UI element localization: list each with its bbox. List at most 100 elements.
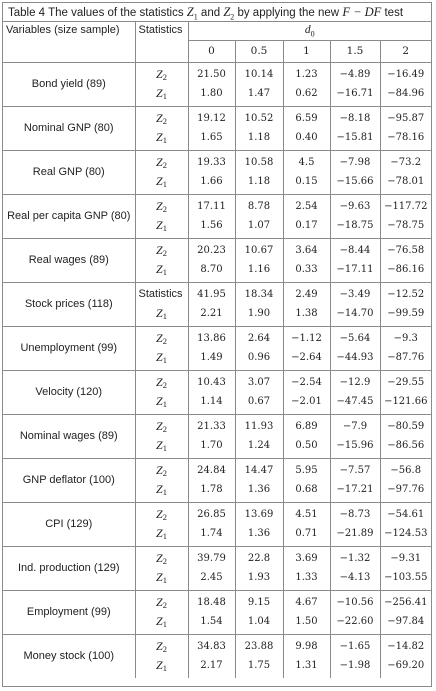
value-cell: 34.83 2.17 [187,633,236,678]
statistic-value: 41.95 [197,289,226,300]
statistic-value: 1.74 [200,528,223,539]
statistic-value: 14.47 [244,465,274,476]
value-cell: 10.67 1.16 [234,237,284,283]
value-cell: −8.18 −15.81 [329,105,381,151]
value-cell: −7.57 −17.21 [329,457,381,503]
caption-middle: by applying the new [234,7,343,19]
caption-test-name: F − DF [342,5,382,19]
variable-name: Unemployment (99) [3,325,136,371]
statistic-value: 13.86 [197,333,226,344]
statistic-value: −15.66 [336,176,374,187]
value-cell: 13.86 1.49 [187,325,236,371]
variable-name: Nominal GNP (80) [3,105,136,151]
statistic-symbol: Z1 [156,438,167,453]
value-cell: 4.5 0.15 [282,149,331,195]
statistic-value: 5.95 [295,465,318,476]
value-cell: 4.67 1.50 [282,589,331,635]
statistic-value: 21.50 [197,69,226,80]
value-cell: 6.59 0.40 [282,105,331,151]
statistic-value: −56.8 [390,465,422,476]
statistic-value: −44.93 [336,352,374,363]
variable-name: Bond yield (89) [3,61,136,107]
statistic-value: −86.56 [387,440,425,451]
statistic-value: 1.56 [200,220,223,231]
statistic-value: 13.69 [244,509,274,520]
statistic-value: −8.44 [339,245,371,256]
statistic-value: −7.57 [339,465,371,476]
statistic-value: 0.67 [247,396,271,407]
statistic-value: −54.61 [387,509,425,520]
value-cell: −12.9 −47.45 [329,369,381,415]
statistic-value: −17.11 [336,264,374,275]
value-cell: 20.23 8.70 [187,237,236,283]
statistic-symbol: Z2 [156,243,167,258]
statistic-value: −87.76 [387,352,425,363]
statistic-value: 1.78 [200,484,223,495]
statistic-value: 18.48 [197,597,226,608]
value-cell: 11.93 1.24 [234,413,284,459]
caption-suffix: test [381,7,404,19]
statistic-value: 1.14 [200,396,223,407]
statistic-value: −1.12 [291,333,322,344]
statistic-value: −14.70 [336,308,374,319]
table-row: Nominal wages (89) Z2 Z1 21.33 1.70 11.93 1.24… [3,413,432,459]
statistic-value: 17.11 [197,201,226,212]
statistic-labels: Z2 Z1 [134,633,189,678]
value-cell: 9.98 1.31 [282,633,331,678]
value-cell: 21.50 1.80 [187,61,236,107]
statistic-labels: Statistics Z1 [134,281,189,327]
statistic-value: −12.9 [339,377,371,388]
statistic-value: −15.81 [336,132,374,143]
statistic-value: 1.07 [247,220,271,231]
statistic-value: 2.49 [295,289,318,300]
value-cell: −9.63 −18.75 [329,193,381,239]
value-cell: 22.8 1.93 [234,545,284,591]
statistic-labels: Z2 Z1 [134,105,189,151]
table-row: CPI (129) Z2 Z1 26.85 1.74 13.69 1.36 4.51 0.71−… [3,501,432,547]
statistic-value: 22.8 [247,553,271,564]
value-cell: −10.56 −22.60 [329,589,381,635]
table-row: Money stock (100) Z2 Z1 34.83 2.17 23.88 1.75 9… [3,633,432,678]
statistic-value: 4.5 [298,157,315,168]
statistic-value: 1.50 [295,616,318,627]
statistic-labels: Z2 Z1 [134,237,189,283]
statistic-symbol: Z2 [156,199,167,214]
statistic-value: 21.33 [197,421,226,432]
value-cell: −1.12 −2.64 [282,325,331,371]
value-cell: 2.54 0.17 [282,193,331,239]
statistic-value: 1.90 [247,308,271,319]
table-caption: Table 4 The values of the statistics Z1 … [3,3,431,22]
statistic-value: −8.18 [339,113,371,124]
value-cell: 39.79 2.45 [187,545,236,591]
table-row: Bond yield (89) Z2 Z1 21.50 1.80 10.14 1.47 1.2… [3,61,432,107]
value-cell: −9.31 −103.55 [379,545,432,591]
statistic-labels: Z2 Z1 [134,501,189,547]
statistic-symbol: Z1 [156,350,167,365]
statistic-labels: Z2 Z1 [134,325,189,371]
statistic-value: −2.54 [291,377,322,388]
statistic-symbol: Z2 [156,375,167,390]
statistic-symbol: Z2 [156,155,167,170]
statistic-value: 0.96 [247,352,271,363]
statistic-value: 1.38 [295,308,318,319]
value-cell: 23.88 1.75 [234,633,284,678]
statistic-value: 19.12 [197,113,226,124]
column-header: 1.5 [329,39,381,63]
statistic-value: 34.83 [197,641,226,653]
statistic-symbol: Z2 [156,111,167,126]
statistic-value: −80.59 [387,421,425,432]
statistic-value: 1.49 [200,352,223,363]
statistic-symbol: Z1 [156,570,167,585]
statistic-value: −14.82 [387,641,425,653]
statistic-symbol: Z2 [156,331,167,346]
statistic-value: 0.71 [295,528,318,539]
statistic-labels: Z2 Z1 [134,149,189,195]
statistic-value: 0.17 [295,220,318,231]
statistic-value: 1.04 [247,616,271,627]
statistic-value: −15.96 [336,440,374,451]
statistic-value: −84.96 [387,88,425,99]
statistic-value: 0.40 [295,132,318,143]
statistic-value: −117.72 [384,201,428,212]
value-cell: 1.23 0.62 [282,61,331,107]
table-body: Bond yield (89) Z2 Z1 21.50 1.80 10.14 1.47 1.2… [3,61,432,678]
